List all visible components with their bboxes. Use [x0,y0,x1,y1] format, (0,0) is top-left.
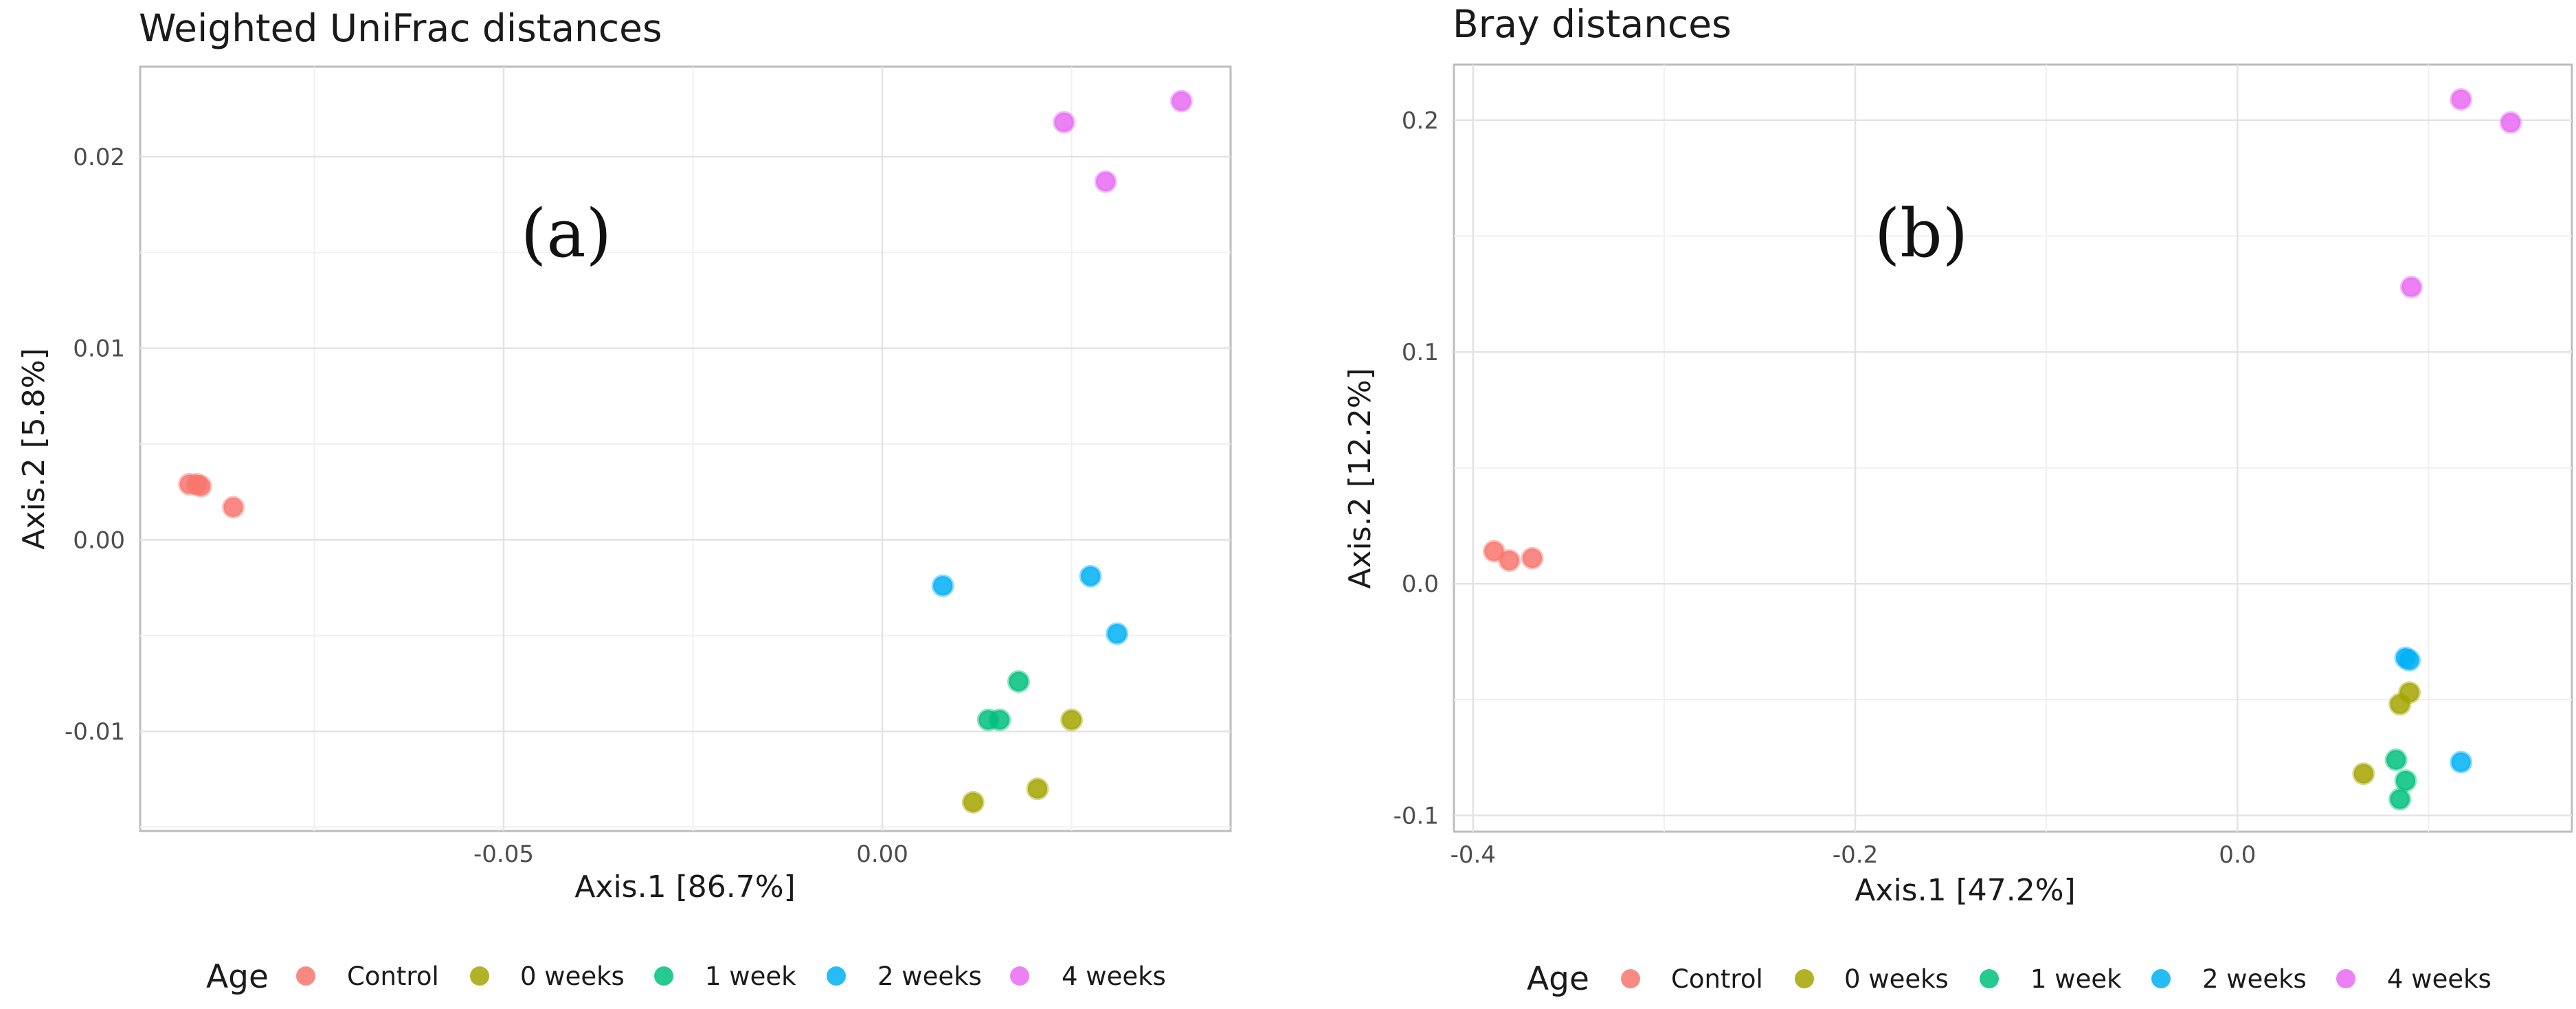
legend-key-0-weeks [1795,969,1814,988]
y-tick-label: 0.0 [1402,570,1439,598]
x-axis-label: Axis.1 [86.7%] [574,869,795,905]
chart-title: Weighted UniFrac distances [139,6,662,50]
legend: Age Control 0 weeks 1 week 2 weeks 4 wee… [206,958,1166,996]
y-tick-label: -0.01 [65,718,125,746]
legend-label-0-weeks: 0 weeks [1844,964,1949,994]
grid-lines [140,67,1231,831]
legend-label-control: Control [347,962,439,991]
y-tick-labels: -0.01 0.00 0.01 0.02 [65,144,125,746]
point-control [1498,549,1521,573]
point-1-week [988,708,1011,731]
plot-panel [139,65,1232,832]
x-tick-label: -0.2 [1833,841,1878,869]
point-0-weeks [961,790,985,814]
point-control [1482,540,1505,563]
legend-key-1-week [654,966,673,986]
point-0-weeks [2352,762,2375,786]
legend-label-4-weeks: 4 weeks [1062,962,1166,991]
x-tick-label: -0.4 [1451,841,1496,869]
grid-lines [1454,65,2572,832]
legend-key-control [296,966,315,986]
y-tick-labels: -0.1 0.0 0.1 0.2 [1393,107,1439,830]
legend-key-control [1621,969,1640,988]
legend-label-0-weeks: 0 weeks [520,962,625,991]
plot-panel [1453,63,2573,833]
legend-key-2-weeks [2151,969,2171,988]
legend-label-2-weeks: 2 weeks [877,962,982,991]
point-4-weeks [1094,170,1117,193]
x-axis-label: Axis.1 [47.2%] [1855,873,2075,908]
point-1-week [2388,788,2412,811]
point-2-weeks [931,574,954,597]
point-2-weeks [2398,649,2421,672]
panel-label: (b) [1874,195,1968,272]
y-axis-label: Axis.2 [5.8%] [16,348,52,549]
panel-label: (a) [521,195,612,272]
legend-label-1-week: 1 week [2030,964,2122,994]
legend-key-2-weeks [827,966,846,986]
point-1-week [1007,670,1030,694]
point-4-weeks [1053,111,1076,134]
point-4-weeks [1169,89,1193,113]
point-1-week [2384,748,2408,771]
legend-label-1-week: 1 week [705,962,796,991]
legend-label-4-weeks: 4 weeks [2387,964,2491,994]
y-tick-label: 0.01 [73,335,125,363]
data-points [1482,88,2522,811]
y-tick-label: 0.00 [73,526,125,554]
y-tick-label: 0.1 [1402,339,1439,366]
x-tick-label: 0.00 [856,841,908,868]
point-control [222,496,245,519]
point-4-weeks [2499,111,2522,134]
point-0-weeks [2388,693,2412,716]
point-4-weeks [2399,276,2423,299]
point-4-weeks [2450,88,2473,111]
y-axis-label: Axis.2 [12.2%] [1343,368,1378,588]
legend-title: Age [206,958,269,996]
point-control [189,474,212,498]
data-points [178,89,1193,814]
x-tick-label: 0.0 [2219,841,2256,869]
y-tick-label: 0.02 [73,144,125,171]
y-tick-label: 0.2 [1402,107,1439,135]
bray-panel: Bray distances (b) -0.4 -0.2 0.0 -0.1 0.0 0.… [1343,2,2573,998]
point-1-week [2394,769,2417,792]
point-0-weeks [1026,777,1049,801]
point-2-weeks [1079,564,1102,588]
x-tick-label: -0.05 [473,841,534,868]
weighted-unifrac-panel: Weighted UniFrac distances (a) -0.05 0.00… [16,6,1232,996]
legend-title: Age [1527,960,1589,998]
x-tick-labels: -0.05 0.00 [473,841,908,868]
legend: Age Control 0 weeks 1 week 2 weeks 4 wee… [1527,960,2491,998]
legend-key-4-weeks [1010,966,1029,986]
legend-label-control: Control [1671,964,1763,994]
legend-label-2-weeks: 2 weeks [2202,964,2307,994]
x-tick-labels: -0.4 -0.2 0.0 [1451,841,2256,869]
chart-title: Bray distances [1453,2,1732,46]
point-2-weeks [1106,622,1129,645]
point-2-weeks [2450,751,2473,774]
legend-key-1-week [1980,969,1999,988]
y-tick-label: -0.1 [1393,802,1439,830]
point-0-weeks [1060,708,1084,731]
point-control [1521,546,1544,570]
legend-key-0-weeks [470,966,489,986]
legend-key-4-weeks [2336,969,2355,988]
